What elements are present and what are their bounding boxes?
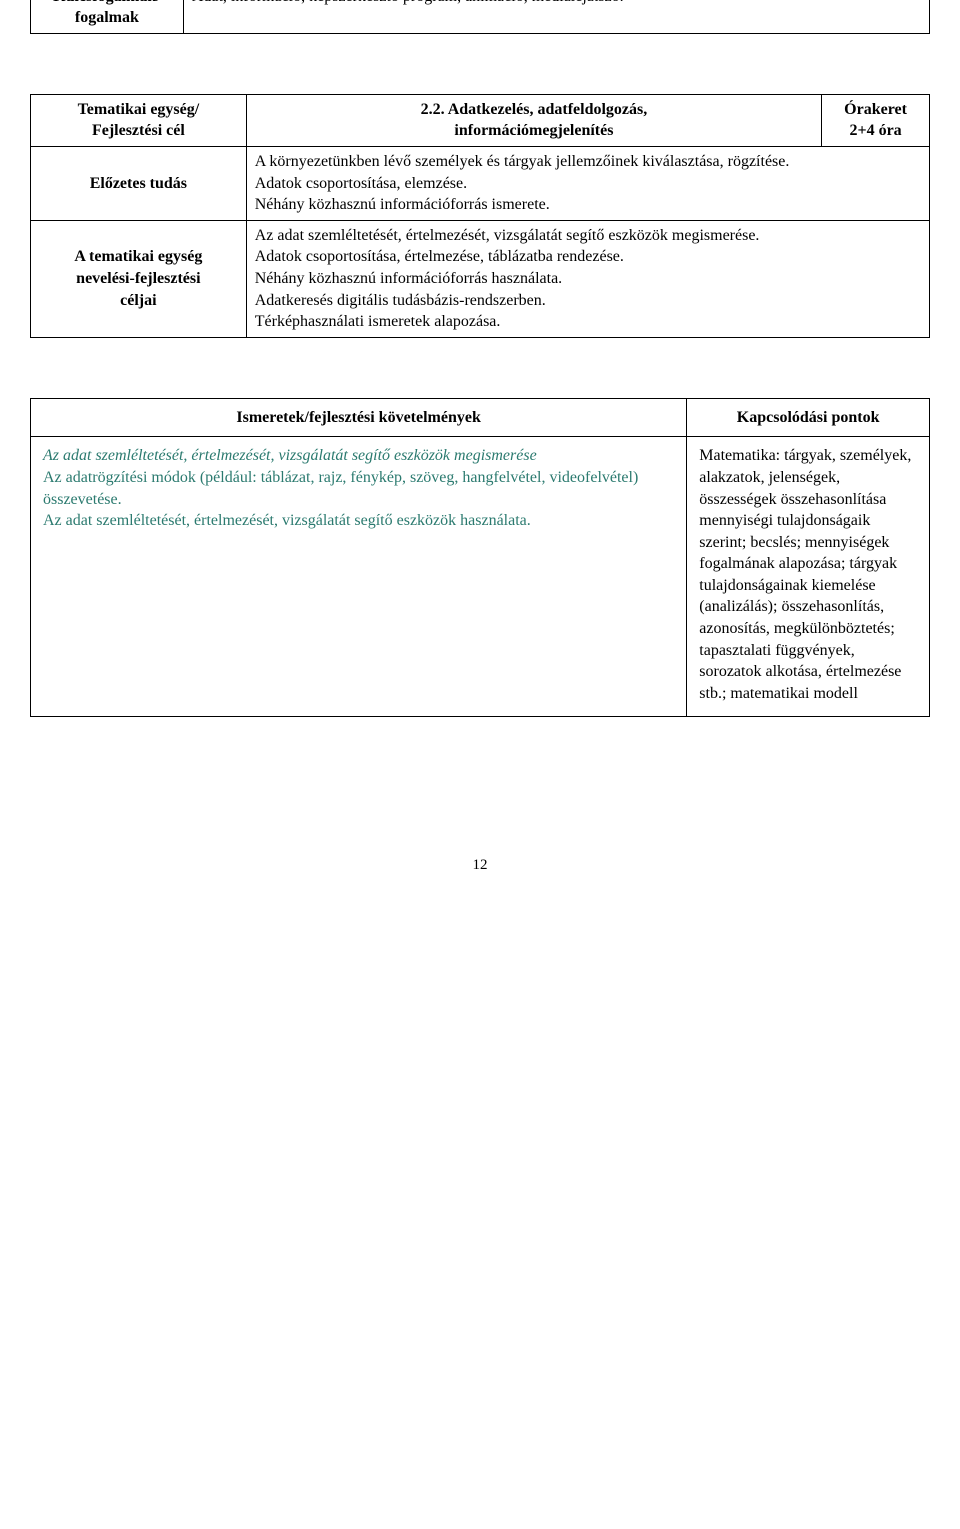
t2-r3-lab2: nevelési-fejlesztési xyxy=(39,268,238,290)
table-ismeretek: Ismeretek/fejlesztési követelmények Kapc… xyxy=(30,398,930,718)
t2-r3-l5: Térképhasználati ismeretek alapozása. xyxy=(255,311,921,333)
table1p2-content: Adat, információ, képszerkesztő program,… xyxy=(183,0,929,33)
t2-r3-l4: Adatkeresés digitális tudásbázis-rendsze… xyxy=(255,290,921,312)
t3-header-left: Ismeretek/fejlesztési követelmények xyxy=(31,398,687,437)
table1-wrapper: Számítógépes multimédiás oktatójátékok, … xyxy=(30,0,930,34)
t3-body-left: Az adat szemléltetését, értelmezését, vi… xyxy=(31,437,687,717)
t2-r3-l2: Adatok csoportosítása, értelmezése, tábl… xyxy=(255,246,921,268)
t3-bl-line2: Az adatrögzítési módok (például: tábláza… xyxy=(43,467,674,510)
page-number: 12 xyxy=(30,857,930,874)
t2-r1-label: Tematikai egység/ Fejlesztési cél xyxy=(31,94,247,146)
t2-r3-lab1: A tematikai egység xyxy=(39,246,238,268)
orakeret-1: Órakeret xyxy=(830,99,921,121)
t3-bl-line3: Az adat szemléltetését, értelmezését, vi… xyxy=(43,510,674,532)
table1p2-label: Kulcsfogalmak/ fogalmak xyxy=(31,0,184,33)
t2-title-1: 2.2. Adatkezelés, adatfeldolgozás, xyxy=(255,99,813,121)
kulcs-label-1: Kulcsfogalmak/ xyxy=(39,0,175,7)
t2-r2-label: Előzetes tudás xyxy=(31,146,247,220)
t3-header-right: Kapcsolódási pontok xyxy=(687,398,930,437)
tematikai-egyseg-1: Tematikai egység/ xyxy=(39,99,238,121)
t2-r2-content: A környezetünkben lévő személyek és tárg… xyxy=(246,146,929,220)
t2-r1-title: 2.2. Adatkezelés, adatfeldolgozás, infor… xyxy=(246,94,821,146)
t3-body-right: Matematika: tárgyak, személyek, alakzato… xyxy=(687,437,930,717)
t2-r3-l3: Néhány közhasznú információforrás haszná… xyxy=(255,268,921,290)
table-tematikai: Tematikai egység/ Fejlesztési cél 2.2. A… xyxy=(30,94,930,338)
t2-r3-label: A tematikai egység nevelési-fejlesztési … xyxy=(31,220,247,337)
t2-r2-l3: Néhány közhasznú információforrás ismere… xyxy=(255,194,921,216)
t2-title-2: információmegjelenítés xyxy=(255,120,813,142)
table1-part2: Kulcsfogalmak/ fogalmak Adat, információ… xyxy=(30,0,930,34)
t2-r3-l1: Az adat szemléltetését, értelmezését, vi… xyxy=(255,225,921,247)
t2-r3-content: Az adat szemléltetését, értelmezését, vi… xyxy=(246,220,929,337)
t2-r1-orakeret: Órakeret 2+4 óra xyxy=(822,94,930,146)
t2-r2-l2: Adatok csoportosítása, elemzése. xyxy=(255,173,921,195)
tematikai-egyseg-2: Fejlesztési cél xyxy=(39,120,238,142)
t2-r3-lab3: céljai xyxy=(39,290,238,312)
t3-bl-italic: Az adat szemléltetését, értelmezését, vi… xyxy=(43,445,674,467)
t2-r2-l1: A környezetünkben lévő személyek és tárg… xyxy=(255,151,921,173)
orakeret-2: 2+4 óra xyxy=(830,120,921,142)
kulcs-label-2: fogalmak xyxy=(39,7,175,29)
